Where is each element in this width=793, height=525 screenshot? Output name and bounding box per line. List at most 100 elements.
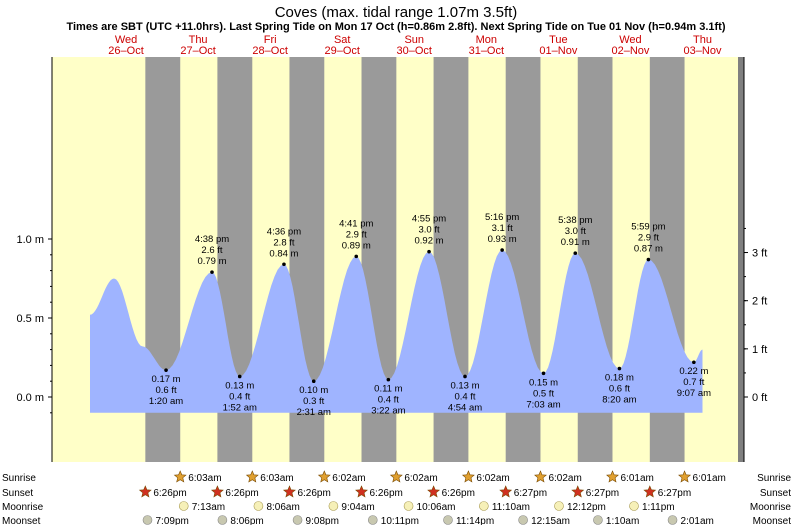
tide-label: 5:59 pm	[631, 222, 665, 233]
sunset-icon	[427, 485, 441, 498]
y-tick-label-ft: 0 ft	[752, 392, 767, 404]
moonset-icon	[518, 515, 528, 525]
tide-label: 2.9 ft	[346, 229, 367, 240]
tide-label: 5:38 pm	[558, 215, 592, 226]
day-dow: Wed	[115, 34, 137, 46]
day-dow: Wed	[619, 34, 641, 46]
tide-label: 0.4 ft	[229, 391, 250, 402]
tide-label: 3.0 ft	[418, 225, 439, 236]
chart-subtitle: Times are SBT (UTC +11.0hrs). Last Sprin…	[66, 21, 725, 33]
tide-label: 8:20 am	[602, 395, 636, 406]
chart-title: Coves (max. tidal range 1.07m 3.5ft)	[275, 4, 518, 21]
tide-point	[311, 379, 316, 384]
tide-label: 0.18 m	[605, 373, 634, 384]
day-date: 03–Nov	[684, 45, 722, 57]
moonset-icon	[367, 515, 378, 525]
y-tick-label-m: 0.0 m	[16, 392, 44, 404]
day-date: 31–Oct	[469, 45, 504, 57]
tide-label: 0.5 ft	[533, 388, 554, 399]
day-dow: Mon	[476, 34, 497, 46]
moonrise-time: 10:06am	[417, 502, 456, 513]
moonrise-time: 7:13am	[192, 502, 225, 513]
day-dow: Sun	[404, 34, 424, 46]
tide-point	[386, 377, 391, 382]
sunset-time: 6:26pm	[370, 488, 403, 499]
sunset-time: 6:26pm	[225, 488, 258, 499]
day-date: 02–Nov	[611, 45, 649, 57]
sunset-time: 6:26pm	[153, 488, 186, 499]
moonrise-time: 1:11pm	[642, 502, 675, 513]
tide-point	[617, 366, 622, 371]
day-headers: Wed26–OctThu27–OctFri28–OctSat29–OctSun3…	[108, 34, 722, 57]
tide-label: 0.15 m	[529, 377, 558, 388]
tide-label: 0.11 m	[374, 384, 402, 395]
sunrise-icon	[173, 470, 187, 483]
day-dow: Fri	[264, 34, 277, 46]
sunset-icon	[499, 485, 513, 498]
day-date: 30–Oct	[397, 45, 432, 57]
tide-point	[646, 257, 651, 262]
moonrise-icon	[479, 501, 489, 511]
sunrise-time: 6:02am	[548, 473, 581, 484]
row-label-right: Moonset	[753, 516, 792, 525]
day-dow: Tue	[549, 34, 568, 46]
sunset-icon	[210, 485, 224, 498]
sunset-time: 6:26pm	[297, 488, 330, 499]
sunrise-icon	[678, 470, 692, 483]
sunrise-time: 6:01am	[693, 473, 726, 484]
y-tick-label-ft: 1 ft	[752, 344, 767, 356]
tide-label: 0.79 m	[197, 256, 226, 267]
y-tick-label-ft: 3 ft	[752, 248, 767, 260]
moonrise-time: 8:06am	[266, 502, 299, 513]
tide-label: 0.13 m	[225, 380, 254, 391]
sunrise-time: 6:02am	[332, 473, 365, 484]
tide-label: 1:20 am	[149, 396, 183, 407]
tide-label: 0.22 m	[679, 366, 708, 377]
day-dow: Sat	[334, 34, 351, 46]
day-dow: Thu	[693, 34, 712, 46]
tide-area	[90, 250, 703, 413]
tide-label: 3:22 am	[371, 406, 405, 417]
moonset-time: 11:14pm	[456, 516, 494, 525]
moonrise-icon	[403, 501, 414, 511]
sunrise-icon	[245, 470, 259, 483]
tide-point	[210, 270, 214, 274]
sunset-icon	[355, 485, 368, 498]
row-label-right: Moonrise	[750, 502, 792, 513]
tide-label: 2.6 ft	[201, 245, 222, 256]
sunrise-time: 6:03am	[260, 473, 293, 484]
tide-label: 3.0 ft	[565, 226, 586, 237]
sunset-time: 6:27pm	[586, 488, 619, 499]
row-label-right: Sunset	[760, 488, 791, 499]
row-label-right: Sunrise	[757, 473, 791, 484]
tide-label: 5:16 pm	[485, 212, 519, 223]
tide-label: 0.17 m	[152, 374, 181, 385]
tide-label: 0.89 m	[342, 240, 371, 251]
tide-point	[573, 251, 578, 256]
tide-point	[463, 374, 467, 379]
tide-label: 0.4 ft	[454, 391, 475, 402]
sunrise-time: 6:02am	[476, 473, 509, 484]
tide-point	[541, 371, 546, 376]
tide-label: 2.8 ft	[273, 237, 294, 248]
tide-label: 0.3 ft	[303, 396, 324, 407]
sunrise-icon	[389, 470, 403, 483]
row-label-left: Moonrise	[2, 502, 44, 513]
moonset-time: 7:09pm	[155, 516, 188, 525]
sunset-time: 6:27pm	[514, 488, 547, 499]
tide-point	[164, 368, 168, 372]
tide-label: 9:07 am	[677, 388, 711, 399]
moonrise-icon	[554, 501, 564, 511]
tide-label: 2:31 am	[297, 407, 331, 418]
tide-label: 4:54 am	[448, 402, 482, 413]
day-date: 28–Oct	[252, 45, 287, 57]
tide-label: 0.87 m	[634, 244, 663, 255]
moonset-icon	[217, 515, 228, 525]
axes: 0.0 m 0.5 m 1.0 m 0 ft 1 ft 2 ft 3 ft	[16, 57, 767, 462]
tide-label: 0.6 ft	[155, 385, 176, 396]
day-date: 29–Oct	[324, 45, 359, 57]
moonset-time: 10:11pm	[381, 516, 419, 525]
moonset-icon	[593, 515, 603, 525]
tide-point	[427, 249, 431, 254]
